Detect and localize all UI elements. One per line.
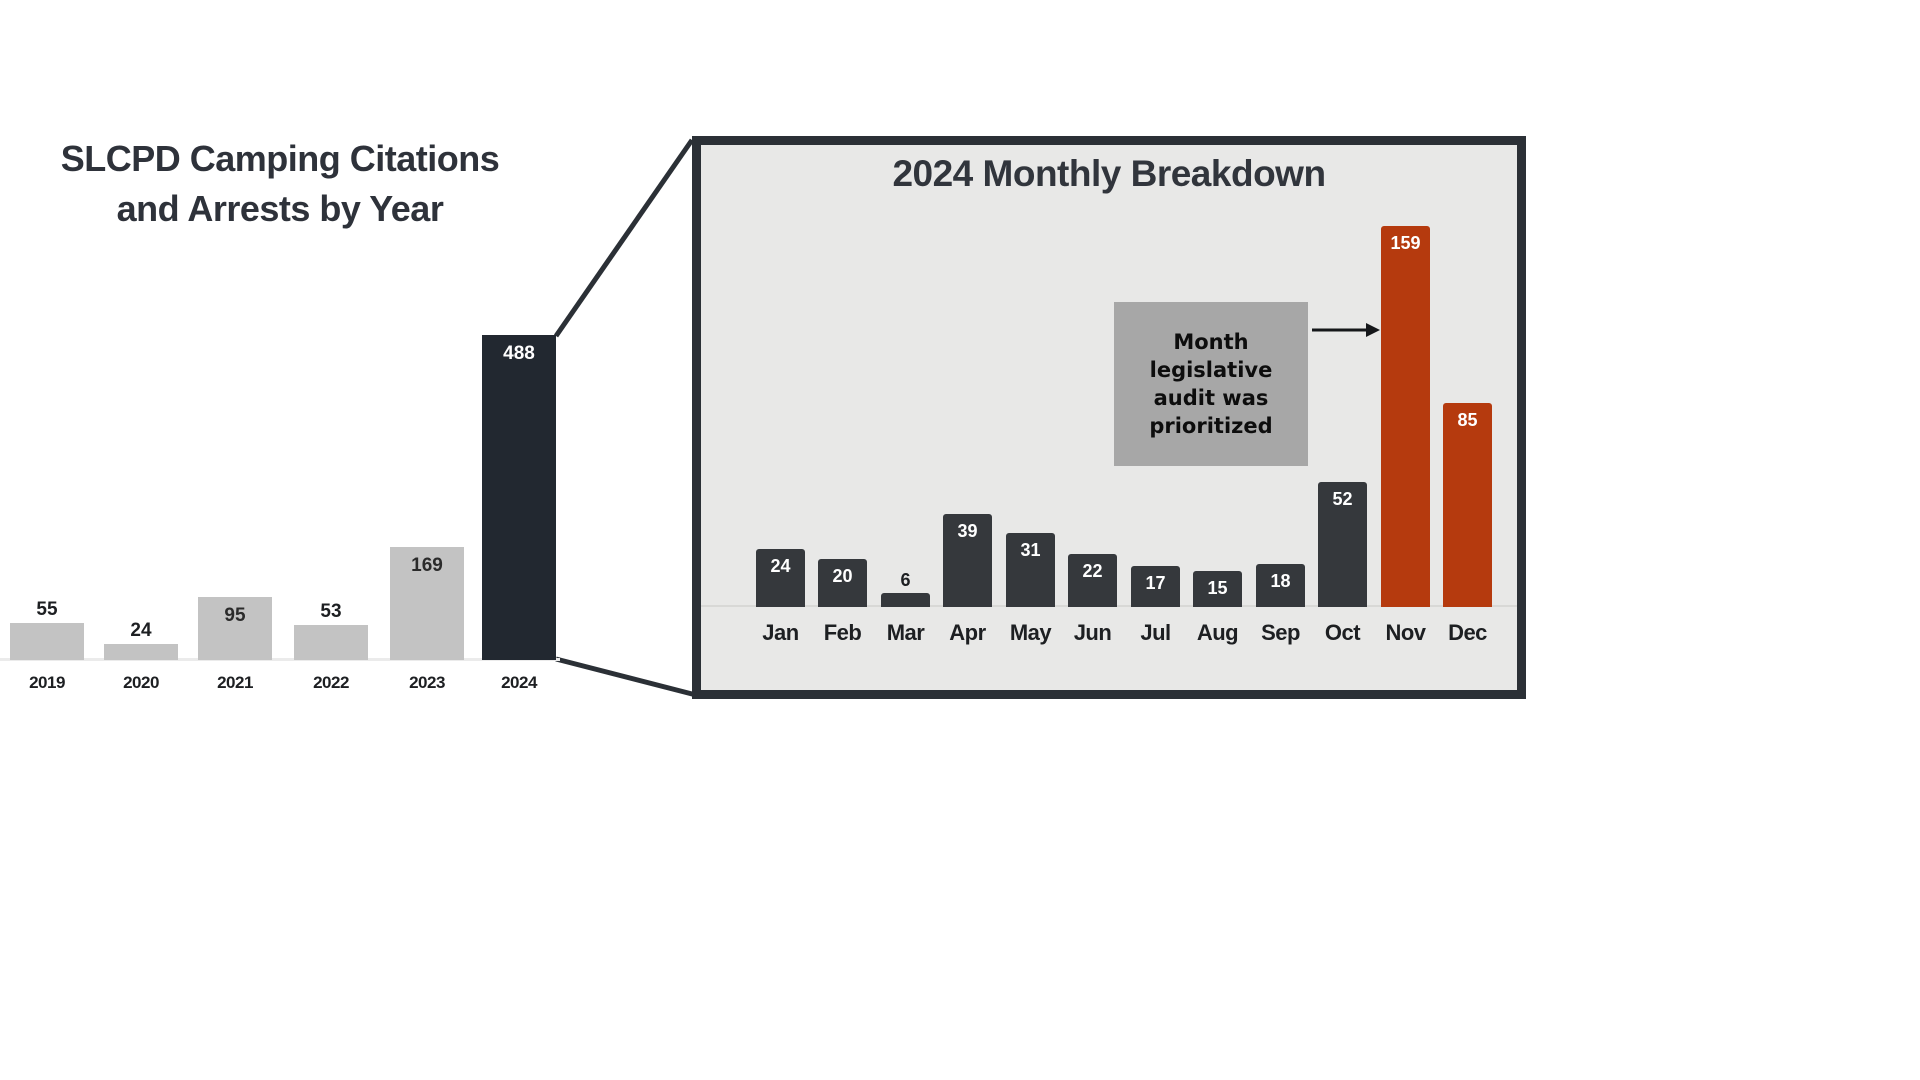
monthly-bar-May-label: May — [1009, 620, 1052, 645]
monthly-bar-Nov-label: Nov — [1385, 620, 1426, 645]
monthly-bar-Sep-value: 18 — [1270, 571, 1291, 591]
monthly-bar-Aug — [1193, 571, 1242, 607]
annotation-line: prioritized — [1149, 414, 1273, 438]
yearly-chart-title-line2: and Arrests by Year — [116, 188, 444, 229]
annotation-line: legislative — [1149, 358, 1273, 382]
monthly-bar-May — [1006, 533, 1055, 607]
annotation-line: Month — [1173, 330, 1249, 354]
annotation-box: Month legislative audit was prioritized — [1114, 302, 1308, 466]
yearly-bar-2023-value: 169 — [411, 555, 443, 576]
monthly-bar-Jan — [756, 549, 805, 607]
yearly-bar-2021-label: 2021 — [217, 673, 253, 692]
monthly-bar-Sep — [1256, 564, 1305, 607]
monthly-bar-Jul-label: Jul — [1140, 620, 1171, 645]
monthly-bar-Aug-label: Aug — [1196, 620, 1239, 645]
yearly-bar-2022-value: 53 — [320, 601, 342, 622]
monthly-bar-Oct-label: Oct — [1324, 620, 1361, 645]
yearly-bar-2019 — [10, 623, 84, 660]
yearly-bar-2019-label: 2019 — [29, 673, 65, 692]
yearly-bar-2019-value: 55 — [36, 599, 58, 620]
monthly-bar-Oct-value: 52 — [1332, 489, 1353, 509]
monthly-bar-Mar-label: Mar — [886, 620, 925, 645]
monthly-bar-Sep-label: Sep — [1261, 620, 1300, 645]
monthly-bar-Jun-value: 22 — [1082, 561, 1103, 581]
yearly-bar-2023 — [390, 547, 464, 660]
monthly-bar-Apr-label: Apr — [949, 620, 986, 645]
monthly-bar-Feb-label: Feb — [823, 620, 862, 645]
monthly-bar-May-value: 31 — [1020, 540, 1041, 560]
monthly-bar-Apr-value: 39 — [957, 521, 978, 541]
monthly-bar-Feb-value: 20 — [832, 566, 853, 586]
yearly-bar-2023-label: 2023 — [409, 673, 445, 692]
monthly-bar-Jan-label: Jan — [762, 620, 799, 645]
monthly-bar-Jan-value: 24 — [770, 556, 791, 576]
yearly-bar-2021 — [198, 597, 272, 660]
monthly-bar-Jun — [1068, 554, 1117, 607]
monthly-bar-Apr — [943, 514, 992, 607]
monthly-panel-title: 2024 Monthly Breakdown — [892, 153, 1326, 194]
yearly-axis-line — [0, 658, 560, 661]
yearly-bar-2022-label: 2022 — [313, 673, 349, 692]
monthly-bar-Mar-value: 6 — [900, 570, 911, 590]
monthly-bar-Nov — [1381, 226, 1430, 607]
annotation-line: audit was — [1153, 386, 1269, 410]
monthly-bar-Nov-value: 159 — [1390, 233, 1421, 253]
yearly-bar-2020-label: 2020 — [123, 673, 159, 692]
monthly-bar-Dec-label: Dec — [1448, 620, 1487, 645]
yearly-bar-2020-value: 24 — [130, 620, 152, 641]
monthly-bar-Feb — [818, 559, 867, 607]
monthly-bar-Oct — [1318, 482, 1367, 607]
yearly-bar-2020 — [104, 644, 178, 660]
monthly-bar-Jul-value: 17 — [1145, 573, 1166, 593]
yearly-bar-2024-value: 488 — [503, 343, 535, 364]
monthly-bar-Jul — [1131, 566, 1180, 607]
monthly-bar-Dec — [1443, 403, 1492, 607]
yearly-bar-2024-label: 2024 — [501, 673, 537, 692]
monthly-bar-Jun-label: Jun — [1073, 620, 1112, 645]
yearly-bar-2024 — [482, 335, 556, 660]
monthly-bar-Mar — [881, 593, 930, 607]
yearly-bar-2022 — [294, 625, 368, 660]
yearly-chart-title: SLCPD Camping Citations and Arrests by Y… — [30, 134, 530, 234]
monthly-bar-Aug-value: 15 — [1207, 578, 1228, 598]
monthly-bar-Dec-value: 85 — [1457, 410, 1478, 430]
yearly-chart-title-line1: SLCPD Camping Citations — [60, 138, 500, 179]
yearly-bar-2021-value: 95 — [224, 605, 246, 626]
